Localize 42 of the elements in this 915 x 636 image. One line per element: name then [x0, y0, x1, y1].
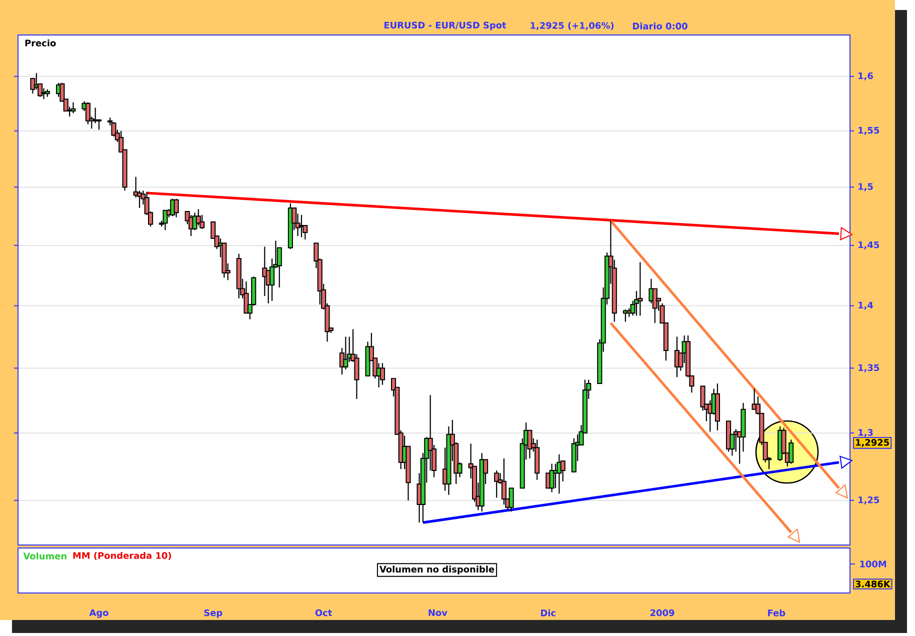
candlestick: [494, 470, 500, 498]
y-tick-label: 1,3: [858, 429, 873, 437]
y-tick-label: 1,6: [858, 72, 873, 80]
y-tick-label: 1,5: [858, 183, 873, 192]
candlestick: [96, 119, 102, 130]
candlestick: [70, 102, 76, 114]
candlestick: [174, 198, 179, 218]
text: 1,2925: [856, 438, 889, 447]
chart-title: EURUSD - EUR/USD Spot: [384, 22, 506, 30]
x-tick-label: Feb: [768, 609, 786, 616]
text: 3.486K: [856, 580, 891, 588]
chart-subtitle: 1,2925 (+1,06%): [530, 22, 614, 30]
x-tick-label: 2009: [650, 609, 674, 616]
y-tick-label: 1,25: [858, 496, 880, 504]
x-tick-label: Oct: [315, 609, 332, 616]
y-tick-label: 1,45: [858, 242, 880, 250]
candlestick: [380, 362, 385, 386]
candlestick: [700, 386, 706, 412]
candlestick: [501, 458, 506, 506]
x-tick-label: Ago: [89, 609, 108, 618]
text: 100M: [860, 560, 886, 568]
text: MM (Ponderada 10): [73, 552, 172, 560]
candlestick: [162, 210, 168, 231]
x-tick-label: Sep: [204, 609, 222, 618]
y-tick-label: 1,4: [858, 302, 874, 310]
y-tick-label: 1,35: [858, 364, 880, 372]
y-axis-title: Precio: [25, 39, 56, 46]
candlestick: [788, 439, 794, 464]
candlestick: [546, 472, 551, 489]
candlestick: [85, 102, 90, 125]
candlestick: [343, 336, 348, 370]
text: Volumen: [23, 552, 66, 560]
candlestick: [549, 463, 554, 493]
x-tick-label: Dic: [541, 609, 556, 616]
candlestick: [508, 488, 514, 512]
candlestick: [196, 208, 201, 226]
text: Volumen no disponible: [380, 566, 494, 574]
x-tick-label: Nov: [428, 609, 448, 616]
text: Diario 0:00: [633, 22, 688, 30]
y-tick-label: 1,55: [858, 127, 880, 135]
candlestick: [638, 262, 643, 316]
candlestick: [244, 280, 249, 314]
